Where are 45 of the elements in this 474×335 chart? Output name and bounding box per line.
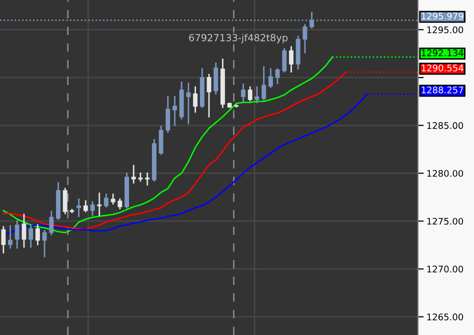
y-tick-label: 1285.00 <box>427 122 464 129</box>
candlestick <box>42 230 47 258</box>
ref-line-label: 1292.134 <box>422 49 464 56</box>
candlestick <box>49 210 54 236</box>
candlestick <box>14 220 20 249</box>
ref-line-label: 1295.979 <box>422 12 464 20</box>
candlestick <box>83 200 88 212</box>
candlestick <box>76 198 82 218</box>
candlestick <box>262 66 266 100</box>
candlestick <box>166 96 170 133</box>
candlestick <box>275 68 280 84</box>
candlestick <box>158 126 164 155</box>
candlestick <box>248 86 252 102</box>
y-tick-label: 1270.00 <box>427 266 464 273</box>
candlestick <box>254 86 260 104</box>
candlestick <box>62 188 68 214</box>
candlestick <box>8 225 13 249</box>
ref-line-label: 1290.554 <box>422 64 464 72</box>
candlestick <box>110 194 116 205</box>
candlestick <box>1 226 6 254</box>
y-tick-label: 1280.00 <box>427 170 464 177</box>
candlestick <box>214 62 218 94</box>
candlestick <box>35 224 40 246</box>
y-tick-label: 1265.00 <box>427 314 464 320</box>
candlestick <box>302 24 308 54</box>
candlestick <box>97 192 102 216</box>
candlestick <box>90 201 95 216</box>
candlestick <box>193 86 198 113</box>
annotation: 67927133-jf482t8yp <box>189 34 288 44</box>
candlestick <box>172 96 177 126</box>
candlestick <box>131 164 136 184</box>
candlestick <box>282 48 287 72</box>
y-tick-label: 1295.00 <box>427 26 464 34</box>
candlestick <box>288 46 294 72</box>
candlestick <box>268 68 273 88</box>
candlestick <box>241 84 246 102</box>
candlestick <box>206 74 212 118</box>
candlestick <box>186 82 191 124</box>
candlestick <box>22 214 26 248</box>
candlestick <box>118 198 122 210</box>
y-tick-label: 1275.00 <box>427 218 464 225</box>
candlestick <box>145 172 150 186</box>
candlestick <box>104 194 108 208</box>
candlestick <box>28 225 34 248</box>
ref-line-label: 1288.257 <box>422 86 464 94</box>
